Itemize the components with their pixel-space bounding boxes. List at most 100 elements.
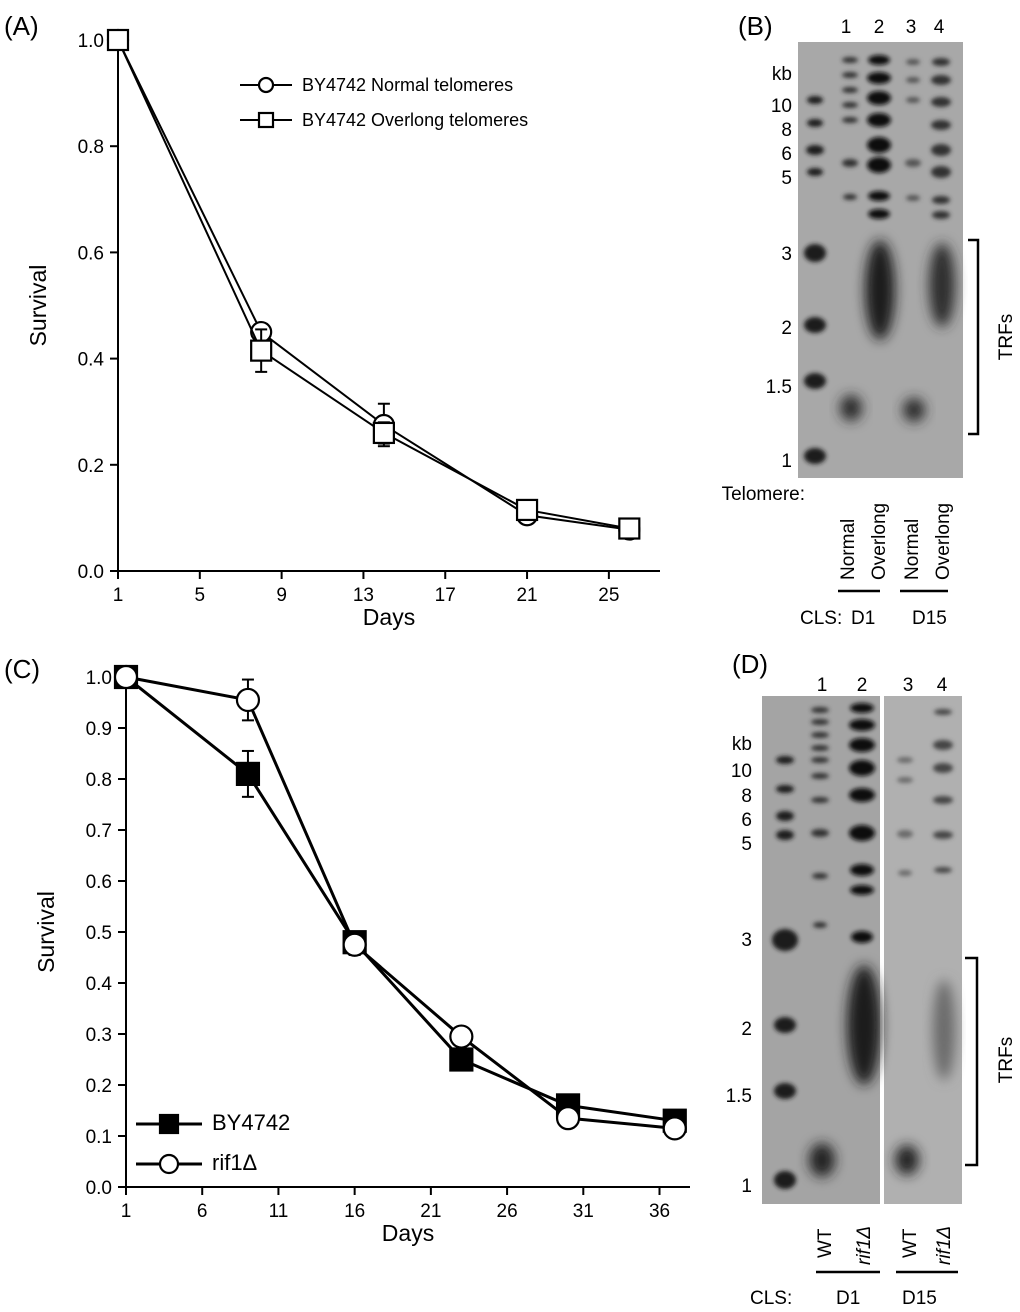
chart-a-ytick-label: 0.4: [78, 350, 105, 371]
chart-c-data-point: [342, 932, 367, 957]
chart-c-ytick-label: 1.0: [86, 668, 112, 689]
chart-a-ytick-label: 0.2: [78, 456, 104, 477]
chart-c-ylabel: Survival: [33, 891, 59, 973]
gel-d-lane-label-4: rif1Δ: [934, 1226, 955, 1265]
chart-c-series-2: [113, 664, 687, 1141]
gel-b-size-6: 6: [781, 144, 792, 165]
gel-d-size-1-5: 1.5: [726, 1086, 752, 1107]
chart-a-xlabel: Days: [363, 604, 415, 630]
chart-a-xtick-label: 17: [435, 585, 456, 606]
gel-d-cls-d1: D1: [836, 1288, 860, 1309]
gel-b-trf-bracket: [968, 238, 980, 436]
gel-d-size-8: 8: [741, 786, 752, 807]
chart-c-xtick-label: 16: [344, 1201, 365, 1222]
chart-a-ytick-label: 1.0: [78, 31, 104, 52]
chart-a-ylabel: Survival: [25, 265, 51, 347]
chart-a-ytick-label: 0.8: [78, 137, 104, 158]
gel-b-lane-label-1: Normal: [838, 519, 859, 580]
gel-d-lane-4: 4: [937, 675, 948, 696]
gel-b-cls-d1: D1: [851, 608, 875, 629]
gel-d-size-6: 6: [741, 810, 752, 831]
gel-b-size-1-5: 1.5: [766, 377, 792, 398]
panel-c-label: (C): [4, 654, 40, 684]
chart-c-ytick-label: 0.5: [86, 923, 112, 944]
chart-a-data-point: [106, 28, 130, 52]
gel-b-size-labels: kb 10 8 6 5 3 2 1.5 1: [766, 64, 792, 472]
gel-d-cls-label: CLS:: [750, 1288, 792, 1309]
chart-a-xtick-label: 25: [598, 585, 619, 606]
chart-a-xtick-label: 1: [113, 585, 124, 606]
chart-c-xtick-label: 26: [497, 1201, 518, 1222]
chart-c-ytick-label: 0.3: [86, 1025, 112, 1046]
gel-d-cls-d15: D15: [902, 1288, 937, 1309]
gel-d-lane-2: 2: [857, 675, 868, 696]
chart-a-legend-label: BY4742 Normal telomeres: [302, 75, 513, 95]
gel-d-size-10: 10: [731, 761, 752, 782]
gel-d-lane-label-2: rif1Δ: [854, 1226, 875, 1265]
chart-c-legend: BY4742 rif1Δ: [136, 1110, 290, 1175]
gel-b-trf-label: TRFs: [996, 314, 1017, 360]
gel-b-size-10: 10: [771, 96, 792, 117]
chart-c-ytick-label: 0.6: [86, 872, 112, 893]
gel-b-size-1: 1: [781, 451, 792, 472]
chart-c-legend-marker: [158, 1153, 180, 1175]
chart-a-xtick-label: 9: [276, 585, 287, 606]
gel-d-image-right: [884, 696, 962, 1204]
chart-a-data-point: [250, 339, 273, 362]
gel-b-cls-d15: D15: [912, 608, 947, 629]
gel-d-bands: [772, 703, 955, 1189]
gel-b-telomere-label: Telomere:: [722, 484, 805, 505]
gel-b-size-kb: kb: [772, 64, 792, 85]
panel-d: (D) 1 2 3 4: [726, 649, 1017, 1309]
chart-a-legend-marker: [257, 111, 275, 129]
chart-c-series-line: [125, 675, 675, 1123]
gel-d-lane-3: 3: [903, 675, 914, 696]
gel-b-lane-label-4: Overlong: [933, 503, 954, 580]
chart-c-data-point: [113, 664, 139, 690]
gel-d-lane-1: 1: [817, 675, 828, 696]
chart-c-xtick-label: 6: [197, 1201, 208, 1222]
chart-a-data-point: [618, 517, 641, 540]
gel-d-lane-label-3: WT: [900, 1228, 921, 1258]
gel-b-size-5: 5: [781, 168, 792, 189]
chart-c-xtick-label: 21: [420, 1201, 441, 1222]
chart-c-legend-label: BY4742: [212, 1110, 290, 1135]
chart-c-series-line: [125, 675, 675, 1130]
chart-a-series-1: [106, 28, 641, 541]
gel-b-bands: [804, 55, 955, 464]
chart-c-ytick-label: 0.9: [86, 719, 112, 740]
chart-c-ytick-label: 0.1: [86, 1127, 112, 1148]
chart-a-legend-label: BY4742 Overlong telomeres: [302, 110, 528, 130]
chart-a-xtick-label: 5: [195, 585, 206, 606]
gel-b-lane-2: 2: [874, 17, 885, 38]
chart-c-xtick-label: 36: [649, 1201, 670, 1222]
chart-c-xtick-label: 1: [121, 1201, 132, 1222]
chart-c: 0.00.10.20.30.40.50.60.70.80.91.01 6 11 16 2…: [33, 664, 690, 1246]
chart-a-ytick-label: 0.6: [78, 243, 104, 264]
gel-d-trf-bracket: [965, 956, 979, 1167]
gel-d-lane-label-1: WT: [815, 1228, 836, 1258]
gel-d-size-2: 2: [741, 1019, 752, 1040]
chart-c-xtick-label: 11: [269, 1201, 289, 1222]
chart-c-ytick-label: 0.2: [86, 1076, 112, 1097]
chart-c-data-point: [662, 1116, 687, 1141]
panel-b: (B) 1 2 3 4: [722, 11, 1017, 629]
chart-a: 0.0 0.2 0.4 0.6 0.8 1.0 1 5 9 13 17 21 25 Days Surviva…: [25, 28, 660, 630]
chart-a-xtick-label: 21: [516, 585, 537, 606]
chart-c-xlabel: Days: [382, 1220, 434, 1246]
gel-d-size-3: 3: [741, 930, 752, 951]
chart-c-data-point: [235, 687, 261, 713]
chart-c-ytick-label: 0.0: [86, 1178, 112, 1199]
gel-b-lane-1: 1: [841, 17, 852, 38]
chart-c-ytick-label: 0.4: [86, 974, 113, 995]
gel-b-cls-label: CLS:: [800, 608, 842, 629]
chart-a-legend: BY4742 Normal telomeres BY4742 Overlong t…: [240, 75, 528, 130]
chart-a-ytick-label: 0.0: [78, 562, 104, 583]
gel-d-size-labels: kb 10 8 6 5 3 2 1.5 1: [726, 734, 752, 1197]
panel-b-label: (B): [738, 11, 773, 41]
chart-c-legend-marker: [158, 1113, 180, 1135]
panel-a-label: (A): [4, 11, 39, 41]
panel-d-label: (D): [732, 649, 768, 679]
chart-a-legend-marker: [257, 76, 275, 94]
